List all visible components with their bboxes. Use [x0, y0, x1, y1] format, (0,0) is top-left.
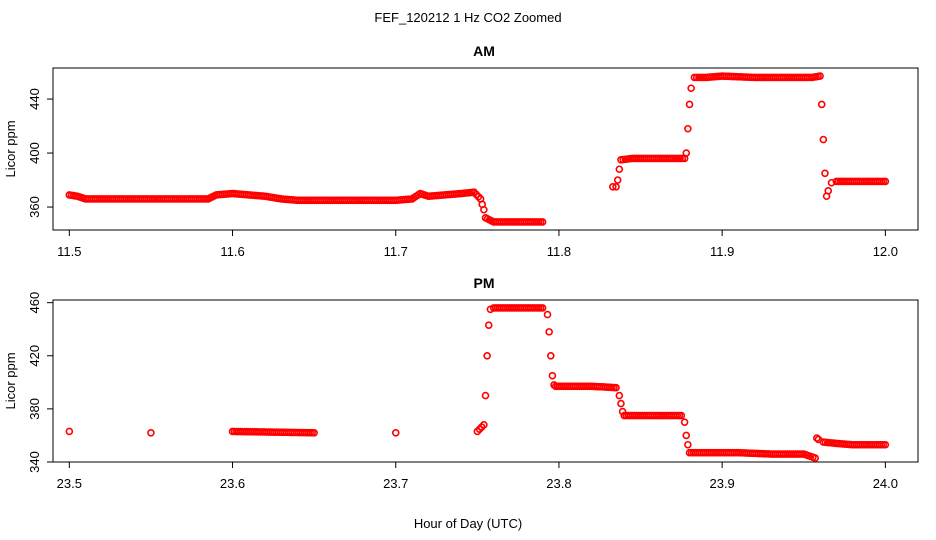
data-point [545, 328, 553, 336]
data-point [824, 187, 833, 195]
panel-pm-xtick-label: 24.0 [873, 476, 898, 491]
data-point [684, 124, 692, 133]
data-point [480, 205, 488, 214]
panel-am-ytick-label: 360 [27, 196, 42, 218]
data-point [481, 391, 490, 400]
panel-am-ytick-label: 440 [27, 88, 42, 110]
data-point [617, 399, 625, 408]
data-point [881, 177, 890, 186]
panel-pm-ytick-label: 420 [27, 345, 42, 367]
data-point [612, 383, 620, 392]
panel-pm-xtick-label: 23.5 [57, 476, 82, 491]
data-point [65, 427, 74, 436]
data-point [548, 371, 557, 380]
figure-xlabel: Hour of Day (UTC) [414, 516, 522, 531]
panel-pm-frame [52, 299, 919, 463]
data-point [483, 351, 491, 360]
panel-am-x-axis: 11.5 11.6 11.7 11.8 11.9 12.0 [57, 230, 898, 259]
data-point [819, 135, 828, 144]
data-point [680, 418, 689, 426]
panel-am-xtick-label: 11.6 [220, 244, 244, 259]
data-point [613, 176, 622, 184]
panel-pm-xtick-label: 23.8 [546, 476, 571, 491]
panel-am-points [65, 72, 890, 226]
data-point [543, 310, 552, 319]
figure-title: FEF_120212 1 Hz CO2 Zoomed [374, 10, 561, 25]
panel-am-y-axis: 360 400 440 [27, 88, 53, 218]
data-point [817, 100, 826, 109]
panel-am: AM 11.5 11.6 11.7 11.8 11.9 12.0 360 400 440 Li… [3, 43, 919, 259]
data-point [816, 72, 824, 80]
data-point [685, 100, 694, 109]
data-point [682, 431, 691, 440]
panel-am-xtick-label: 12.0 [873, 244, 898, 259]
panel-pm-ytick-label: 340 [27, 451, 42, 473]
data-point [618, 407, 627, 416]
panel-am-xtick-label: 11.5 [57, 244, 81, 259]
data-point [538, 218, 547, 226]
panel-pm-title: PM [474, 275, 495, 291]
panel-am-ylabel: Licor ppm [3, 120, 18, 177]
panel-am-title: AM [473, 43, 495, 59]
data-point [881, 440, 890, 449]
panel-am-ytick-label: 400 [27, 142, 42, 164]
data-point [682, 149, 691, 157]
data-point [615, 391, 624, 400]
data-point [147, 428, 155, 437]
panel-am-xtick-label: 11.9 [710, 244, 734, 259]
data-point [484, 321, 493, 330]
panel-pm-ylabel: Licor ppm [3, 352, 18, 409]
data-point [811, 454, 819, 462]
data-point [391, 428, 400, 437]
panel-pm-xtick-label: 23.9 [709, 476, 734, 491]
panel-pm-xtick-label: 23.7 [383, 476, 408, 491]
data-point [480, 421, 488, 429]
panel-am-xtick-label: 11.8 [547, 244, 571, 259]
data-point [538, 304, 547, 312]
data-point [687, 84, 695, 93]
panel-pm-points [65, 304, 890, 462]
panel-pm-x-axis: 23.5 23.6 23.7 23.8 23.9 24.0 [57, 462, 898, 491]
data-point [615, 165, 624, 174]
panel-pm-ytick-label: 460 [27, 292, 42, 314]
panel-am-xtick-label: 11.7 [384, 244, 408, 259]
data-point [608, 183, 617, 191]
data-point [612, 183, 620, 191]
panel-am-frame [52, 67, 919, 231]
panel-pm-xtick-label: 23.6 [220, 476, 245, 491]
panel-pm-ytick-label: 380 [27, 398, 42, 420]
data-point [546, 351, 555, 360]
panel-pm: PM 23.5 23.6 23.7 23.8 23.9 24.0 340 380 420 460… [3, 275, 919, 491]
data-point [684, 440, 692, 449]
panel-pm-y-axis: 340 380 420 460 [27, 292, 53, 473]
data-point [310, 428, 318, 437]
data-point [677, 411, 686, 420]
data-point [821, 169, 829, 178]
